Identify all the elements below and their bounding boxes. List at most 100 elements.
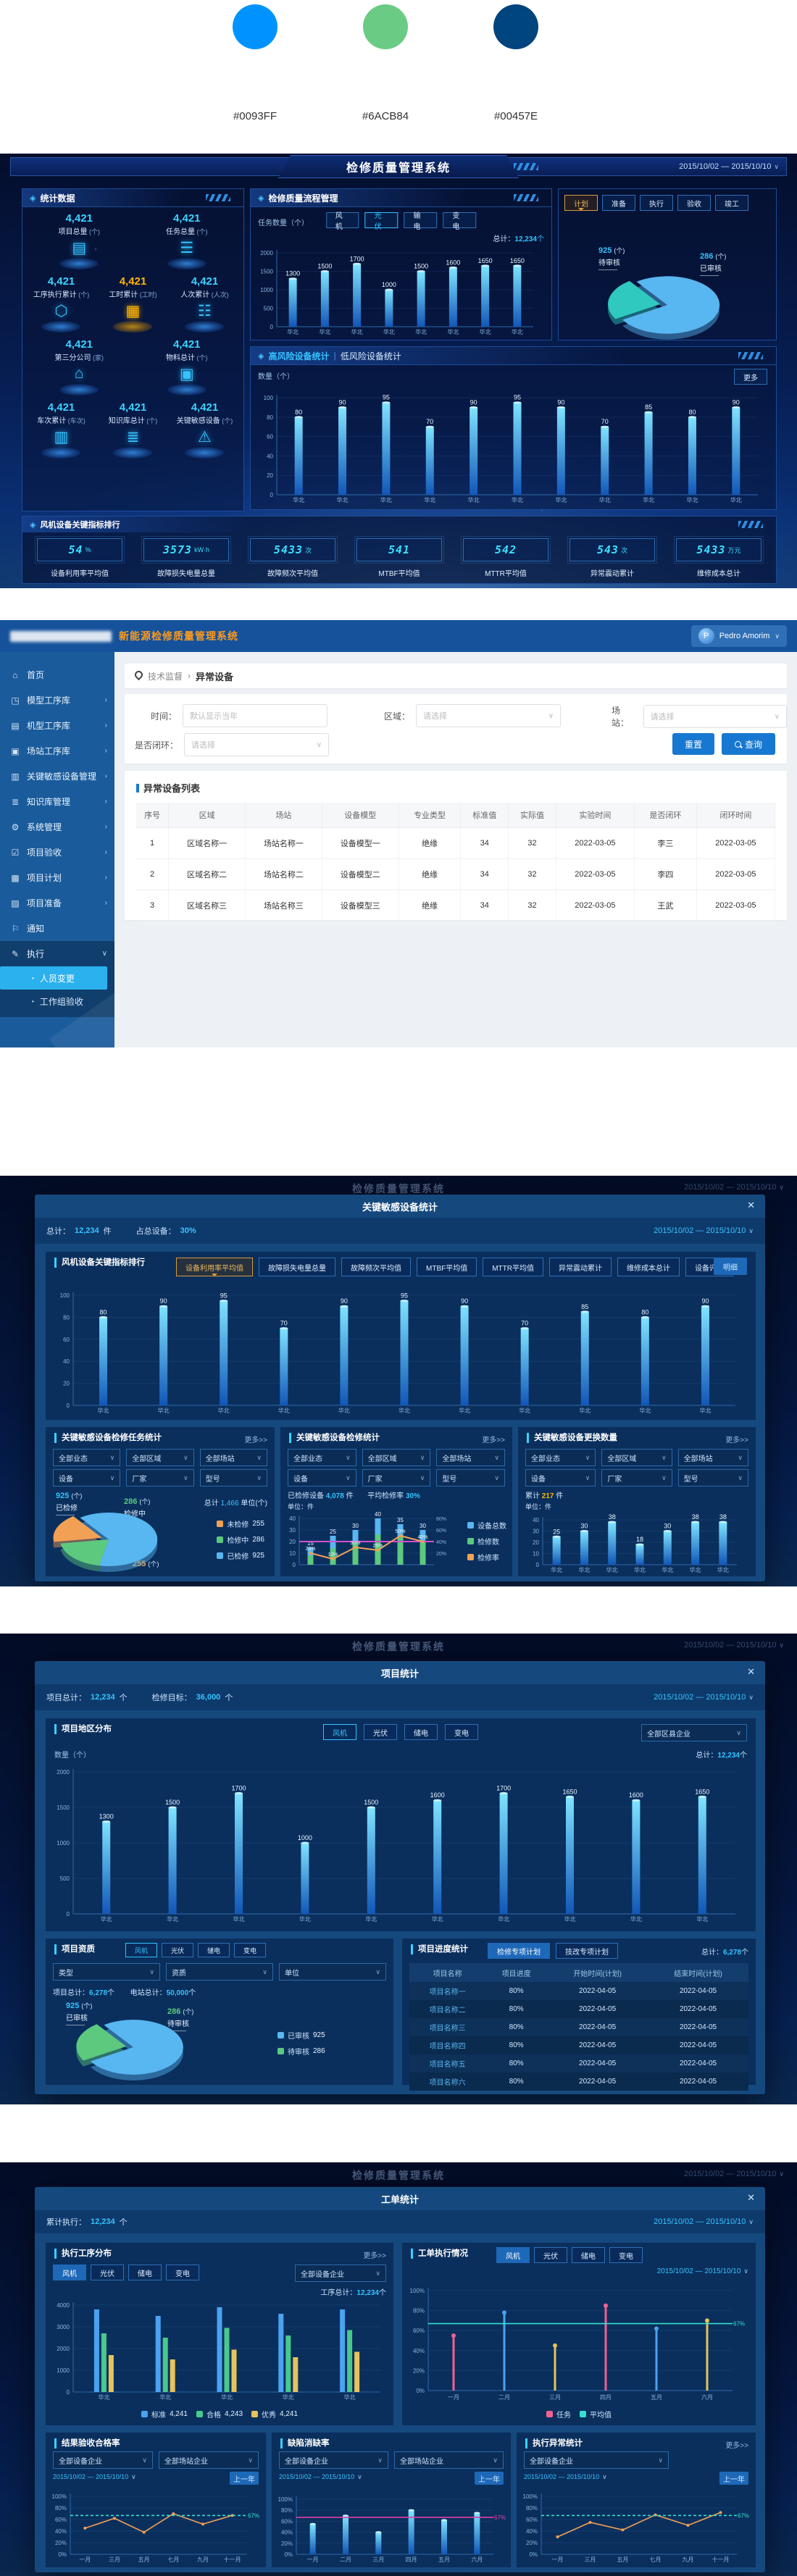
dropdown-全部场站[interactable]: 全部场站 (199, 1449, 267, 1466)
more-link[interactable]: 更多>> (363, 2252, 386, 2260)
dropdown-设备[interactable]: 设备 (288, 1469, 356, 1486)
search-button[interactable]: 查询 (722, 733, 775, 755)
flow-tab-光伏[interactable]: 光伏 (364, 212, 398, 231)
dropdown-全部设备企业[interactable]: 全部设备企业 (524, 2451, 669, 2469)
proc-tab-风机[interactable]: 风机 (53, 2265, 86, 2280)
dropdown-全部业态[interactable]: 全部业态 (288, 1449, 356, 1466)
kpi-tab-MTBF平均值[interactable]: MTBF平均值 (417, 1258, 477, 1276)
status-tab-计划[interactable]: 计划 (564, 195, 598, 211)
order-tab-储电[interactable]: 储电 (572, 2247, 605, 2263)
dropdown-全部场站[interactable]: 全部场站 (677, 1449, 748, 1466)
sidebar-item-系统管理[interactable]: ⚙ 系统管理 › (0, 814, 114, 840)
enterprise-select[interactable]: 全部设备企业 (295, 2265, 386, 2282)
region-tab-光伏[interactable]: 光伏 (364, 1724, 397, 1740)
status-tab-验收[interactable]: 验收 (677, 195, 711, 211)
region-tab-变电[interactable]: 变电 (445, 1724, 478, 1740)
status-tab-执行[interactable]: 执行 (640, 195, 673, 211)
proc-tab-光伏[interactable]: 光伏 (91, 2265, 124, 2280)
dropdown-全部区域[interactable]: 全部区域 (362, 1449, 431, 1466)
more-button[interactable]: 更多 (734, 369, 767, 385)
date-range-picker[interactable]: 2015/10/02 — 2015/10/10 (657, 2267, 748, 2275)
sidebar-item-项目准备[interactable]: ▨ 项目准备 › (0, 890, 114, 916)
qual-tab-风机[interactable]: 风机 (125, 1943, 158, 1957)
user-menu[interactable]: P Pedro Amorim ∨ (690, 625, 787, 647)
qual-tab-光伏[interactable]: 光伏 (162, 1943, 194, 1957)
dropdown-全部场站企业[interactable]: 全部场站企业 (394, 2451, 504, 2469)
plan-chip-检修专项计划[interactable]: 检修专项计划 (488, 1943, 550, 1959)
date-range-picker[interactable]: 2015/10/02 — 2015/10/10 (524, 2473, 607, 2481)
more-link[interactable]: 更多>> (725, 2442, 748, 2450)
sidebar-subitem-工作组验收[interactable]: • 工作组验收 (0, 990, 114, 1013)
dropdown-厂家[interactable]: 厂家 (601, 1469, 672, 1486)
kpi-tab-设备利用率平均值[interactable]: 设备利用率平均值 (176, 1258, 253, 1276)
flow-tab-变电[interactable]: 变电 (443, 212, 477, 231)
region-tab-风机[interactable]: 风机 (323, 1724, 356, 1740)
sidebar-item-模型工序库[interactable]: ◳ 模型工序库 › (0, 687, 114, 713)
kpi-tab-维修成本总计[interactable]: 维修成本总计 (617, 1258, 680, 1276)
sidebar-item-首页[interactable]: ⌂ 首页 (0, 662, 114, 687)
status-tab-竣工[interactable]: 竣工 (715, 195, 748, 211)
region-select[interactable]: 请选择 (416, 704, 562, 727)
sidebar-item-执行[interactable]: ✎ 执行 ∨ (0, 941, 114, 966)
last-year-chip[interactable]: 上一年 (475, 2472, 504, 2485)
sidebar-item-项目计划[interactable]: ▩ 项目计划 › (0, 865, 114, 890)
station-select[interactable]: 请选择 (643, 705, 787, 728)
dropdown-型号[interactable]: 型号 (199, 1469, 267, 1486)
sidebar-item-项目验收[interactable]: ☑ 项目验收 › (0, 840, 114, 865)
dropdown-全部设备企业[interactable]: 全部设备企业 (53, 2451, 153, 2469)
plan-chip-技改专项计划[interactable]: 技改专项计划 (556, 1943, 618, 1959)
dropdown-全部场站[interactable]: 全部场站 (436, 1449, 506, 1466)
tab-high-risk[interactable]: 高风险设备统计 (268, 351, 330, 361)
dropdown-资质[interactable]: 资质 (166, 1963, 273, 1981)
date-range-picker[interactable]: 2015/10/02 — 2015/10/10 (679, 162, 786, 171)
proc-tab-变电[interactable]: 变电 (166, 2265, 199, 2280)
date-range-picker[interactable]: 2015/10/02 — 2015/10/10 (654, 1226, 754, 1235)
dropdown-设备[interactable]: 设备 (525, 1469, 596, 1486)
tab-low-risk[interactable]: 低风险设备统计 (340, 351, 401, 361)
flow-tab-输电[interactable]: 输电 (404, 212, 438, 231)
dropdown-型号[interactable]: 型号 (436, 1469, 506, 1486)
sidebar-item-场站工序库[interactable]: ▣ 场站工序库 › (0, 738, 114, 764)
breadcrumb-root[interactable]: 技术监督 (148, 671, 183, 682)
kpi-tab-MTTR平均值[interactable]: MTTR平均值 (483, 1258, 543, 1276)
more-link[interactable]: 更多>> (725, 1437, 748, 1444)
kpi-tab-故障频次平均值[interactable]: 故障频次平均值 (341, 1258, 411, 1276)
dropdown-厂家[interactable]: 厂家 (362, 1469, 431, 1486)
proc-tab-储电[interactable]: 储电 (128, 2265, 162, 2280)
dropdown-全部场站企业[interactable]: 全部场站企业 (159, 2451, 259, 2469)
kpi-tab-故障损失电量总量[interactable]: 故障损失电量总量 (259, 1258, 335, 1276)
sidebar-item-通知[interactable]: ⚐ 通知 (0, 916, 114, 941)
status-tab-准备[interactable]: 准备 (602, 195, 635, 211)
more-link[interactable]: 更多>> (244, 1437, 267, 1444)
close-icon[interactable]: ✕ (747, 2192, 755, 2203)
order-tab-光伏[interactable]: 光伏 (534, 2247, 567, 2263)
date-range-picker[interactable]: 2015/10/02 — 2015/10/10 (654, 1693, 754, 1702)
more-link[interactable]: 更多>> (482, 1437, 505, 1444)
last-year-chip[interactable]: 上一年 (230, 2472, 259, 2485)
qual-tab-变电[interactable]: 变电 (234, 1943, 267, 1957)
county-select[interactable]: 全部区县企业 (641, 1724, 747, 1741)
date-range-picker[interactable]: 2015/10/02 — 2015/10/10 (53, 2473, 136, 2481)
dropdown-全部业态[interactable]: 全部业态 (525, 1449, 596, 1466)
detail-button[interactable]: 明细 (714, 1258, 747, 1275)
dropdown-全部业态[interactable]: 全部业态 (53, 1449, 121, 1466)
kpi-tab-异常震动累计[interactable]: 异常震动累计 (549, 1258, 612, 1276)
dropdown-设备[interactable]: 设备 (53, 1469, 121, 1486)
sidebar-item-知识库管理[interactable]: ≣ 知识库管理 › (0, 789, 114, 814)
date-range-picker[interactable]: 2015/10/02 — 2015/10/10 (279, 2473, 362, 2481)
dropdown-单位[interactable]: 单位 (279, 1963, 386, 1981)
dropdown-型号[interactable]: 型号 (677, 1469, 748, 1486)
dropdown-厂家[interactable]: 厂家 (126, 1469, 194, 1486)
date-range-picker[interactable]: 2015/10/02 — 2015/10/10 (654, 2217, 754, 2226)
dropdown-全部设备企业[interactable]: 全部设备企业 (279, 2451, 388, 2469)
dropdown-全部区域[interactable]: 全部区域 (601, 1449, 672, 1466)
sidebar-item-机型工序库[interactable]: ▤ 机型工序库 › (0, 713, 114, 738)
dropdown-类型[interactable]: 类型 (53, 1963, 160, 1981)
last-year-chip[interactable]: 上一年 (719, 2472, 748, 2485)
loop-select[interactable]: 请选择 (184, 733, 330, 756)
order-tab-变电[interactable]: 变电 (609, 2247, 643, 2263)
close-icon[interactable]: ✕ (747, 1666, 755, 1677)
time-input[interactable]: 默认显示当年 (183, 704, 328, 727)
reset-button[interactable]: 重置 (672, 733, 714, 755)
close-icon[interactable]: ✕ (747, 1200, 755, 1210)
